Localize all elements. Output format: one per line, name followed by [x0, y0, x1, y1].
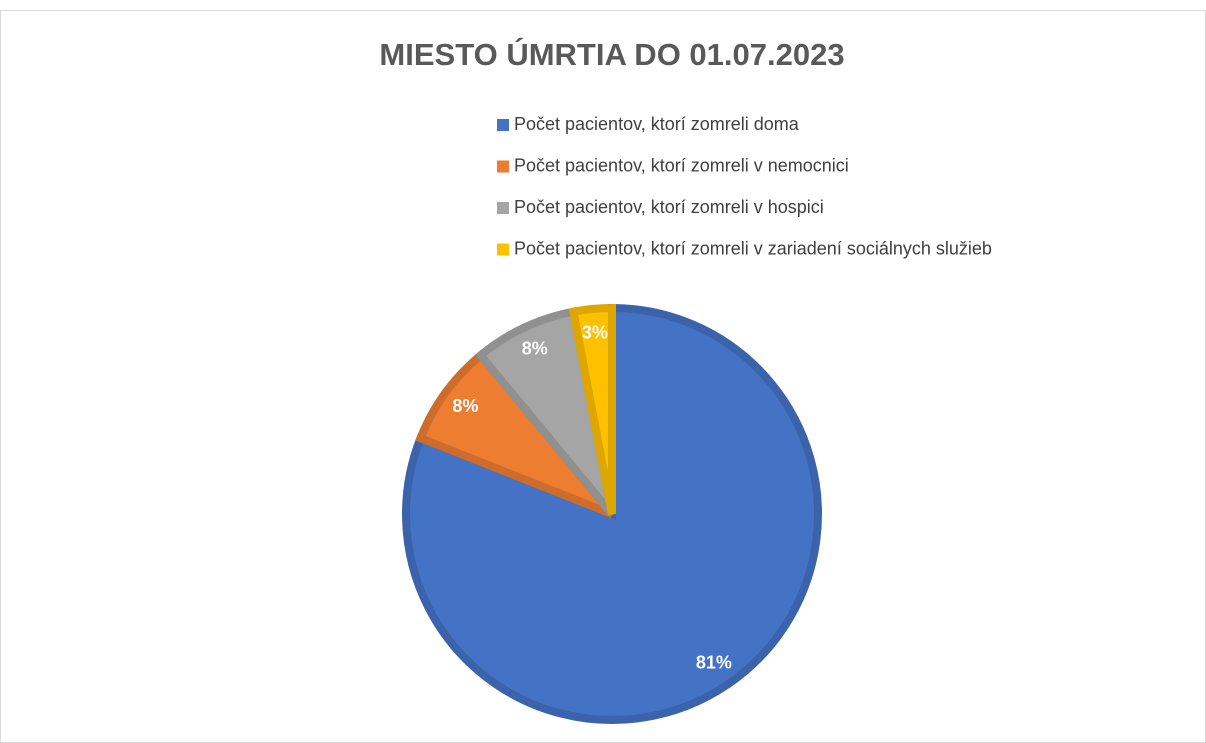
legend-swatch — [497, 202, 509, 214]
legend-label: Počet pacientov, ktorí zomreli v nemocni… — [514, 155, 849, 175]
data-label: 8% — [452, 396, 478, 416]
legend-swatch — [497, 243, 509, 256]
data-label: 3% — [582, 322, 608, 342]
legend-swatch — [497, 119, 509, 131]
pie-slice — [568, 303, 616, 515]
legend-label: Počet pacientov, ktorí zomreli v hospici — [514, 197, 824, 217]
legend-swatch — [497, 160, 509, 173]
chart-title: MIESTO ÚMRTIA DO 01.07.2023 — [379, 36, 844, 72]
legend-label: Počet pacientov, ktorí zomreli doma — [514, 114, 800, 134]
data-label: 8% — [522, 339, 548, 359]
data-label: 81% — [696, 653, 732, 673]
legend-label: Počet pacientov, ktorí zomreli v zariade… — [514, 238, 992, 258]
